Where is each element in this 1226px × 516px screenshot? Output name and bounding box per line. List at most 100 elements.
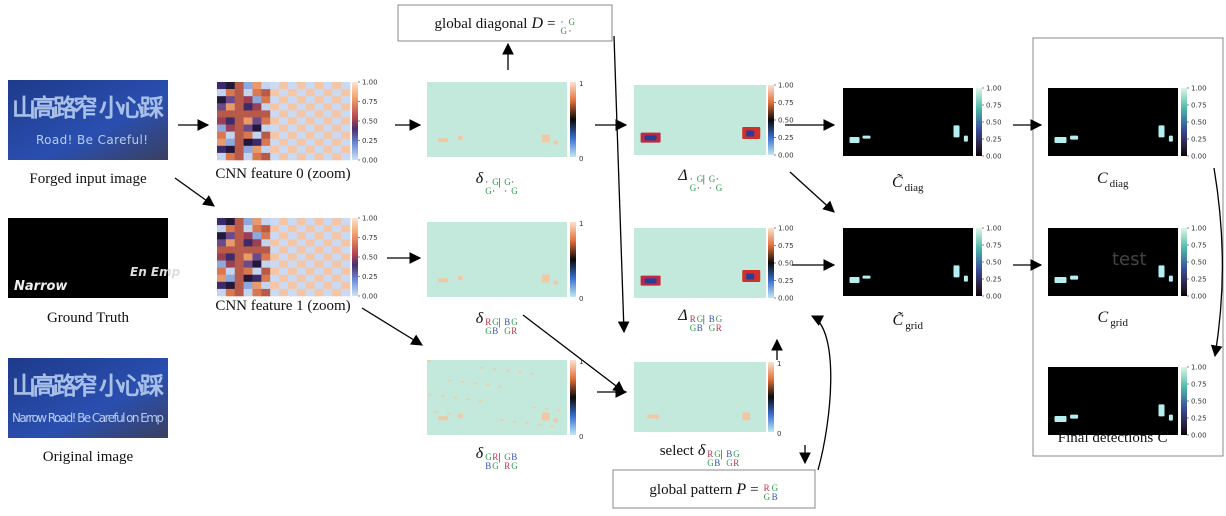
colorbar-label: 0.75	[362, 98, 378, 106]
feature-cell	[226, 110, 235, 117]
feature-cell	[315, 117, 324, 124]
feature-cell	[217, 275, 226, 282]
map-image	[427, 82, 567, 157]
feature-cell	[288, 218, 297, 225]
feature-cell	[332, 268, 341, 275]
colorbar-label: 0.25	[778, 277, 794, 285]
colorbar-label: 0.25	[986, 276, 1002, 284]
feature-cell	[315, 232, 324, 239]
map-blob	[493, 368, 497, 370]
figure: 山高路窄 小心踩Road! Be Careful!Forged input im…	[0, 0, 1226, 516]
separator: |	[703, 173, 705, 185]
map-blob	[742, 412, 750, 420]
feature-cell	[306, 253, 315, 260]
pattern-letter: R	[511, 326, 517, 336]
feature-cell	[323, 89, 332, 96]
feature-cell	[235, 117, 244, 124]
feature-cell	[279, 275, 288, 282]
feature-cell	[288, 275, 297, 282]
feature-cell	[332, 96, 341, 103]
feature-cell	[270, 96, 279, 103]
feature-cell	[244, 132, 253, 139]
feature-cell	[332, 261, 341, 268]
colorbar	[768, 228, 774, 298]
feature-cell	[226, 246, 235, 253]
feature-cell	[323, 103, 332, 110]
feature-cell	[297, 89, 306, 96]
feature-cell	[217, 232, 226, 239]
feature-cell	[297, 289, 306, 296]
feature-cell	[288, 153, 297, 160]
map-blob	[1159, 265, 1165, 277]
feature-cell	[235, 275, 244, 282]
feature-cell	[261, 253, 270, 260]
feature-cell	[288, 268, 297, 275]
feature-cell	[252, 253, 261, 260]
feature-cell	[306, 103, 315, 110]
colorbar	[570, 82, 576, 157]
feature-cell	[226, 103, 235, 110]
feature-cell	[288, 225, 297, 232]
feature-cell	[332, 89, 341, 96]
map-blob	[1070, 276, 1078, 280]
caption: Forged input image	[29, 171, 147, 187]
feature-cell	[288, 282, 297, 289]
feature-cell	[341, 268, 350, 275]
feature-cell	[279, 89, 288, 96]
map-blob	[1159, 125, 1165, 137]
feature-cell	[297, 275, 306, 282]
overlay-text: test	[1112, 249, 1147, 270]
pattern-letter: ·	[568, 26, 571, 36]
feature-cell	[315, 103, 324, 110]
feature-cell	[252, 225, 261, 232]
map-blob	[500, 419, 504, 421]
colorbar-label: 0.75	[986, 242, 1002, 250]
feature-cell	[341, 110, 350, 117]
colorbar	[570, 360, 576, 435]
feature-cell	[341, 132, 350, 139]
feature-cell	[226, 268, 235, 275]
symbol: δ	[698, 442, 706, 459]
symbol: C	[1157, 429, 1168, 446]
feature-cell	[270, 268, 279, 275]
feature-cell	[217, 261, 226, 268]
feature-cell	[332, 246, 341, 253]
feature-cell	[332, 103, 341, 110]
feature-cell	[244, 89, 253, 96]
colorbar	[352, 82, 358, 160]
feature-cell	[341, 82, 350, 89]
feature-cell	[261, 275, 270, 282]
map-blob	[479, 400, 483, 402]
feature-cell	[244, 82, 253, 89]
feature-cell	[332, 289, 341, 296]
feature-cell	[315, 153, 324, 160]
symbol: D	[530, 15, 543, 32]
colorbar-label: 0	[579, 433, 583, 441]
feature-cell	[306, 117, 315, 124]
feature-cell	[323, 82, 332, 89]
colorbar	[1181, 88, 1187, 156]
colorbar-label: 1.00	[778, 225, 794, 233]
colorbar-label: 1.00	[362, 79, 378, 87]
feature-cell	[270, 275, 279, 282]
map-image	[1048, 367, 1178, 435]
label: δGRGBBGRG|	[476, 445, 518, 471]
feature-cell	[226, 218, 235, 225]
feature-cell	[244, 289, 253, 296]
feature-cell	[279, 139, 288, 146]
feature-cell	[315, 246, 324, 253]
map-blob	[505, 370, 509, 372]
feature-cell	[252, 275, 261, 282]
feature-cell	[323, 96, 332, 103]
map-blob	[553, 141, 558, 145]
feature-cell	[323, 246, 332, 253]
feature-cell	[252, 232, 261, 239]
feature-cell	[332, 146, 341, 153]
equals: =	[547, 16, 555, 32]
pattern-letter: B	[772, 492, 778, 502]
colorbar-label: 0.00	[362, 157, 378, 165]
feature-cell	[226, 139, 235, 146]
colorbar-label: 0.50	[986, 119, 1002, 127]
feature-cell	[332, 239, 341, 246]
feature-cell	[323, 232, 332, 239]
